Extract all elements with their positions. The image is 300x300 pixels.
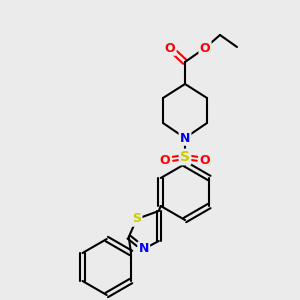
Text: N: N xyxy=(139,242,149,256)
Text: O: O xyxy=(200,41,210,55)
Text: O: O xyxy=(165,41,175,55)
Text: S: S xyxy=(180,150,190,164)
Text: O: O xyxy=(200,154,210,166)
Text: O: O xyxy=(160,154,170,166)
Text: S: S xyxy=(132,212,141,226)
Text: N: N xyxy=(180,131,190,145)
